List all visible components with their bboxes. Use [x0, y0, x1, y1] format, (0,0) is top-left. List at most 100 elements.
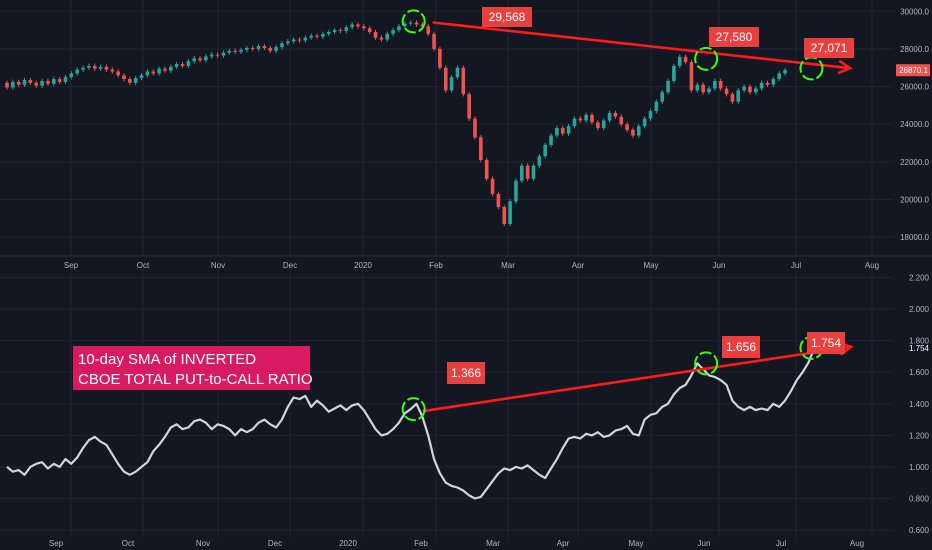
indicator-x-tick-label: Nov — [196, 539, 210, 548]
candle-body — [607, 112, 612, 121]
price-x-tick-label: Sep — [64, 261, 79, 270]
price-y-tick-label: 18000.0 — [900, 233, 929, 242]
candle-body — [239, 49, 243, 52]
candle-body — [566, 126, 571, 134]
candle-body — [537, 156, 542, 166]
candle-body — [28, 80, 33, 83]
candle-body — [373, 32, 378, 38]
candle-body — [385, 33, 390, 40]
indicator-y-tick-label: 1.600 — [909, 368, 930, 377]
price-x-tick-label: May — [643, 261, 658, 270]
candle-body — [209, 54, 214, 57]
candle-body — [122, 75, 126, 80]
candle-body — [69, 73, 74, 78]
candle-body — [432, 33, 436, 49]
indicator-x-tick-label: Apr — [557, 539, 570, 548]
candle-body — [344, 27, 349, 32]
ratio-trend-arrow-shaft — [422, 345, 852, 413]
candle-body — [52, 79, 56, 84]
indicator-pane: 1.366 1.656 1.754 10-day SMA of INVERTED C… — [0, 268, 930, 548]
candle-body — [157, 68, 161, 74]
candle-body — [151, 71, 156, 74]
price-candles — [5, 20, 787, 227]
price-callout-label: 27,071 — [811, 41, 848, 55]
candle-body — [560, 128, 565, 134]
last-ratio-label: 1.754 — [909, 344, 930, 353]
candle-body — [631, 129, 635, 136]
candle-body — [139, 75, 144, 79]
indicator-y-tick-label: 1.200 — [909, 431, 930, 440]
indicator-x-tick-label: Sep — [49, 539, 64, 548]
candle-body — [92, 65, 97, 69]
candle-body — [367, 28, 372, 32]
candle-body — [754, 88, 758, 93]
indicator-y-tick-label: 2.000 — [909, 305, 930, 314]
candle-body — [508, 201, 512, 224]
indicator-title-line-2: CBOE TOTAL PUT-to-CALL RATIO — [78, 371, 313, 388]
price-trend-arrow — [432, 21, 853, 75]
candle-body — [683, 56, 688, 63]
indicator-y-tick-label: 0.800 — [909, 495, 930, 504]
candle-body — [590, 114, 594, 123]
candle-body — [718, 80, 723, 89]
indicator-x-tick-label: Jun — [698, 539, 711, 548]
candle-body — [262, 46, 267, 48]
candle-body — [145, 71, 150, 76]
candle-body — [543, 144, 547, 157]
candle-body — [174, 64, 179, 67]
candle-body — [245, 48, 249, 50]
indicator-grid — [0, 268, 893, 538]
candle-body — [309, 35, 313, 38]
candle-body — [233, 50, 237, 52]
indicator-x-axis: Sep Oct Nov Dec 2020 Feb Mar Apr May Jun Jul Aug — [49, 539, 864, 548]
candle-body — [256, 46, 261, 49]
price-highlight-circle — [401, 9, 426, 34]
candle-body — [525, 165, 530, 179]
candle-body — [34, 82, 39, 86]
indicator-title-bg — [73, 346, 310, 390]
indicator-x-tick-label: Jul — [776, 539, 786, 548]
candle-body — [321, 33, 325, 37]
price-y-axis: 30000.0 28000.0 26000.0 24000.0 22000.0 20000… — [900, 7, 929, 242]
candle-body — [613, 112, 618, 117]
price-x-tick-label: Nov — [211, 261, 225, 270]
candle-body — [730, 94, 735, 102]
candle-body — [338, 30, 343, 32]
candle-body — [291, 39, 296, 42]
candle-body — [11, 81, 15, 88]
candle-body — [315, 35, 319, 37]
candle-body — [771, 79, 776, 85]
candle-body — [227, 50, 232, 53]
ratio-callout-label: 1.656 — [726, 340, 756, 354]
indicator-y-tick-label: 2.200 — [909, 273, 930, 282]
price-callout-bg — [482, 7, 532, 27]
candle-body — [362, 26, 366, 29]
last-price-badge-bg — [896, 64, 930, 77]
price-x-tick-label: Feb — [429, 261, 443, 270]
price-highlight-circle — [694, 46, 719, 71]
candle-body — [356, 24, 360, 27]
candle-body — [742, 86, 746, 91]
indicator-title-line-1: 10-day SMA of INVERTED — [78, 351, 256, 368]
candle-body — [520, 165, 524, 181]
ratio-highlight-circle — [401, 397, 426, 422]
candle-body — [46, 80, 50, 84]
candle-body — [637, 126, 641, 136]
indicator-y-tick-label: 0.600 — [909, 526, 930, 535]
price-trend-arrow-head — [837, 59, 853, 75]
ratio-callouts: 1.366 1.656 1.754 — [447, 332, 845, 384]
candle-body — [250, 48, 255, 49]
candle-body — [81, 67, 85, 70]
candle-body — [180, 64, 185, 66]
candle-body — [22, 80, 27, 85]
indicator-x-tick-label: Mar — [486, 539, 500, 548]
price-callout-label: 29,568 — [489, 10, 526, 24]
ratio-line — [6, 347, 816, 500]
candle-body — [660, 92, 664, 102]
candle-body — [110, 69, 115, 72]
price-y-tick-label: 26000.0 — [900, 83, 929, 92]
candle-body — [397, 26, 401, 31]
indicator-x-tick-label: Dec — [268, 539, 282, 548]
